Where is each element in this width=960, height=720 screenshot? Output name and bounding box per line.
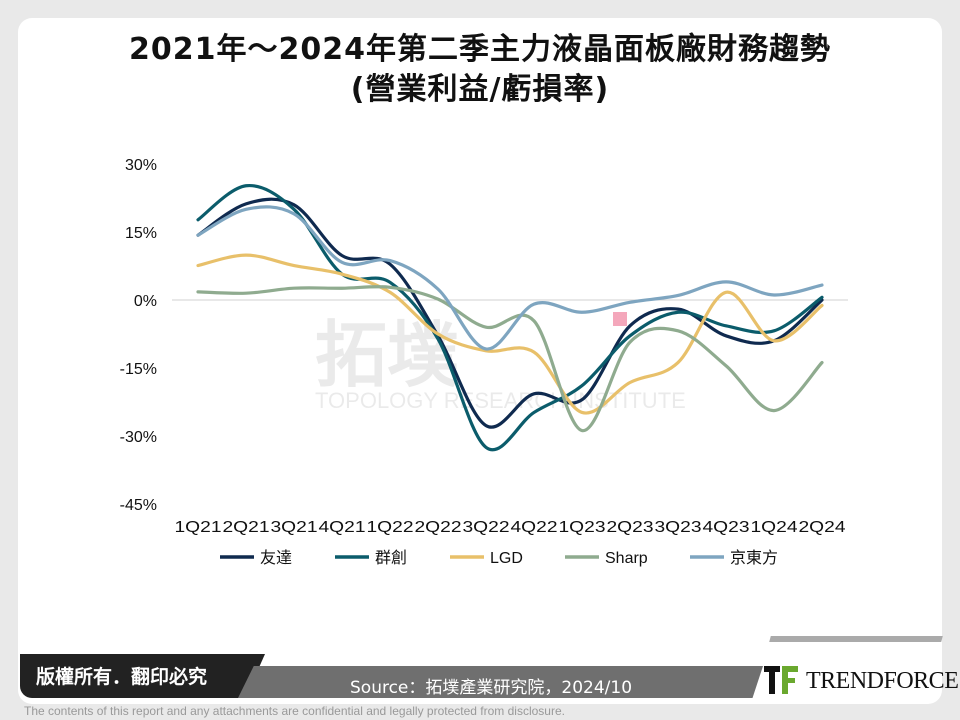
x-tick-label: 1Q21	[175, 519, 222, 536]
legend-label: LGD	[490, 550, 523, 567]
x-tick-label: 1Q24	[751, 519, 798, 536]
copyright-text: 版權所有．翻印必究	[36, 666, 208, 688]
x-tick-label: 2Q22	[415, 519, 462, 536]
y-tick-label: 15%	[125, 225, 157, 242]
x-tick-label: 4Q22	[511, 519, 558, 536]
x-tick-label: 2Q21	[223, 519, 270, 536]
x-tick-label: 2Q24	[799, 519, 846, 536]
legend-label: 群創	[375, 549, 407, 567]
legend-label: 京東方	[730, 549, 778, 567]
y-tick-label: -45%	[120, 497, 157, 514]
title-line-1: 2021年～2024年第二季主力液晶面板廠財務趨勢	[129, 32, 831, 67]
x-tick-label: 3Q21	[271, 519, 318, 536]
series-line-友達	[196, 197, 824, 429]
x-tick-label: 1Q22	[367, 519, 414, 536]
series-line-LGD	[196, 253, 824, 415]
y-tick-label: 0%	[134, 293, 157, 310]
y-tick-label: 30%	[125, 157, 157, 174]
x-tick-label: 4Q23	[703, 519, 750, 536]
source-text: Source：拓墣產業研究院，2024/10	[350, 678, 633, 698]
legend-label: 友達	[260, 549, 292, 567]
y-tick-label: -15%	[120, 361, 157, 378]
watermark: 拓墣 TOPOLOGY RESEARCH INSTITUTE	[315, 313, 686, 413]
pink-marker	[613, 312, 627, 326]
x-tick-label: 4Q21	[319, 519, 366, 536]
chart-title: 2021年～2024年第二季主力液晶面板廠財務趨勢 (營業利益/虧損率)	[0, 30, 960, 110]
trendforce-logo-icon	[764, 666, 798, 694]
legend-label: Sharp	[605, 550, 648, 567]
y-tick-label: -30%	[120, 429, 157, 446]
disclaimer: The contents of this report and any atta…	[24, 704, 565, 718]
x-tick-label: 3Q22	[463, 519, 510, 536]
x-tick-label: 1Q23	[559, 519, 606, 536]
title-line-2: (營業利益/虧損率)	[350, 72, 610, 107]
series-line-京東方	[196, 205, 824, 351]
logo-text: TRENDFORCE	[806, 668, 959, 694]
x-tick-label: 3Q23	[655, 519, 702, 536]
source-banner: Source：拓墣產業研究院，2024/10	[238, 666, 763, 698]
trendforce-logo: TRENDFORCE	[758, 636, 959, 698]
slide-card	[18, 18, 942, 704]
series-line-Sharp	[196, 285, 824, 433]
copyright-banner: 版權所有．翻印必究	[20, 654, 265, 698]
x-tick-label: 2Q23	[607, 519, 654, 536]
watermark-en: TOPOLOGY RESEARCH INSTITUTE	[315, 388, 686, 413]
watermark-cn: 拓墣	[315, 313, 459, 397]
